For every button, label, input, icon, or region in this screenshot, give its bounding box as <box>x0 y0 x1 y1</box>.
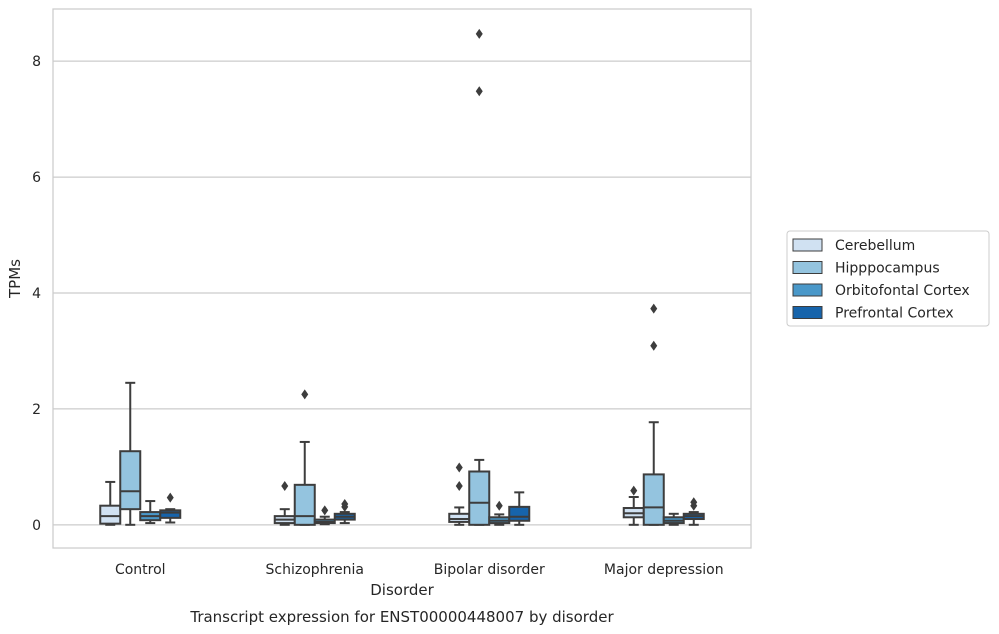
outlier-point <box>650 340 658 351</box>
legend-entry: Prefrontal Cortex <box>835 306 954 322</box>
box <box>682 497 705 526</box>
outlier-point <box>321 505 329 516</box>
box <box>293 389 316 526</box>
series-orbitofontal-cortex <box>139 500 685 526</box>
box <box>468 28 491 526</box>
outlier-point <box>166 492 174 503</box>
y-tick-label: 6 <box>32 170 41 186</box>
box <box>159 492 182 524</box>
legend-swatch <box>792 283 823 297</box>
box <box>662 512 685 526</box>
series-prefrontal-cortex <box>159 491 705 526</box>
x-axis-ticks: Control Schizophrenia Bipolar disorder Majo… <box>115 562 724 578</box>
outlier-point <box>281 480 289 491</box>
y-tick-label: 0 <box>32 518 41 534</box>
outlier-point <box>495 500 503 511</box>
box <box>99 480 122 526</box>
legend-swatch <box>792 238 823 252</box>
box <box>333 498 356 525</box>
legend-entry: Orbitofontal Cortex <box>835 283 970 299</box>
grid-lines <box>53 60 751 526</box>
y-tick-label: 2 <box>32 402 41 418</box>
box <box>139 500 162 525</box>
legend-entry: Hipppocampus <box>835 261 940 277</box>
outlier-point <box>455 480 463 491</box>
series-cerebellum <box>99 462 645 526</box>
box <box>508 491 531 526</box>
x-axis-label: Disorder <box>370 581 434 599</box>
box-iqr <box>99 504 122 525</box>
box-iqr <box>508 505 531 522</box>
y-axis-label: TPMs <box>6 259 24 299</box>
outlier-point <box>301 389 309 400</box>
y-tick-label: 4 <box>32 286 41 302</box>
outlier-point <box>341 498 349 509</box>
box-iqr <box>119 450 142 511</box>
box-iqr <box>293 483 316 526</box>
box-iqr <box>159 509 182 519</box>
box <box>119 381 142 526</box>
x-tick-label: Bipolar disorder <box>434 562 545 578</box>
box <box>448 462 471 526</box>
chart-caption: Transcript expression for ENST0000044800… <box>189 608 614 626</box>
y-axis-ticks: 0 2 4 6 8 <box>32 54 41 534</box>
box-iqr <box>468 470 491 526</box>
box-series <box>99 28 705 526</box>
outlier-point <box>455 462 463 473</box>
outlier-point <box>650 303 658 314</box>
outlier-point <box>630 485 638 496</box>
series-hipppocampus <box>119 28 665 526</box>
box <box>622 485 645 526</box>
legend-frame <box>786 230 990 327</box>
x-tick-label: Major depression <box>604 562 724 578</box>
legend-swatch <box>792 306 823 319</box>
box-iqr <box>642 473 665 526</box>
plot-frame <box>52 8 752 549</box>
y-tick-label: 8 <box>32 54 41 70</box>
outlier-point <box>475 86 483 97</box>
legend-entry: Cerebellum <box>835 238 915 254</box>
legend-swatch <box>792 261 823 274</box>
x-tick-label: Control <box>115 562 166 578</box>
box <box>488 500 511 526</box>
box <box>273 480 296 526</box>
box <box>313 505 336 526</box>
outlier-point <box>475 28 483 39</box>
box-iqr <box>448 512 471 523</box>
x-tick-label: Schizophrenia <box>266 562 364 578</box>
box <box>642 303 665 526</box>
legend: Cerebellum Hipppocampus Orbitofontal Corte… <box>786 230 990 327</box>
outlier-point <box>690 497 698 508</box>
